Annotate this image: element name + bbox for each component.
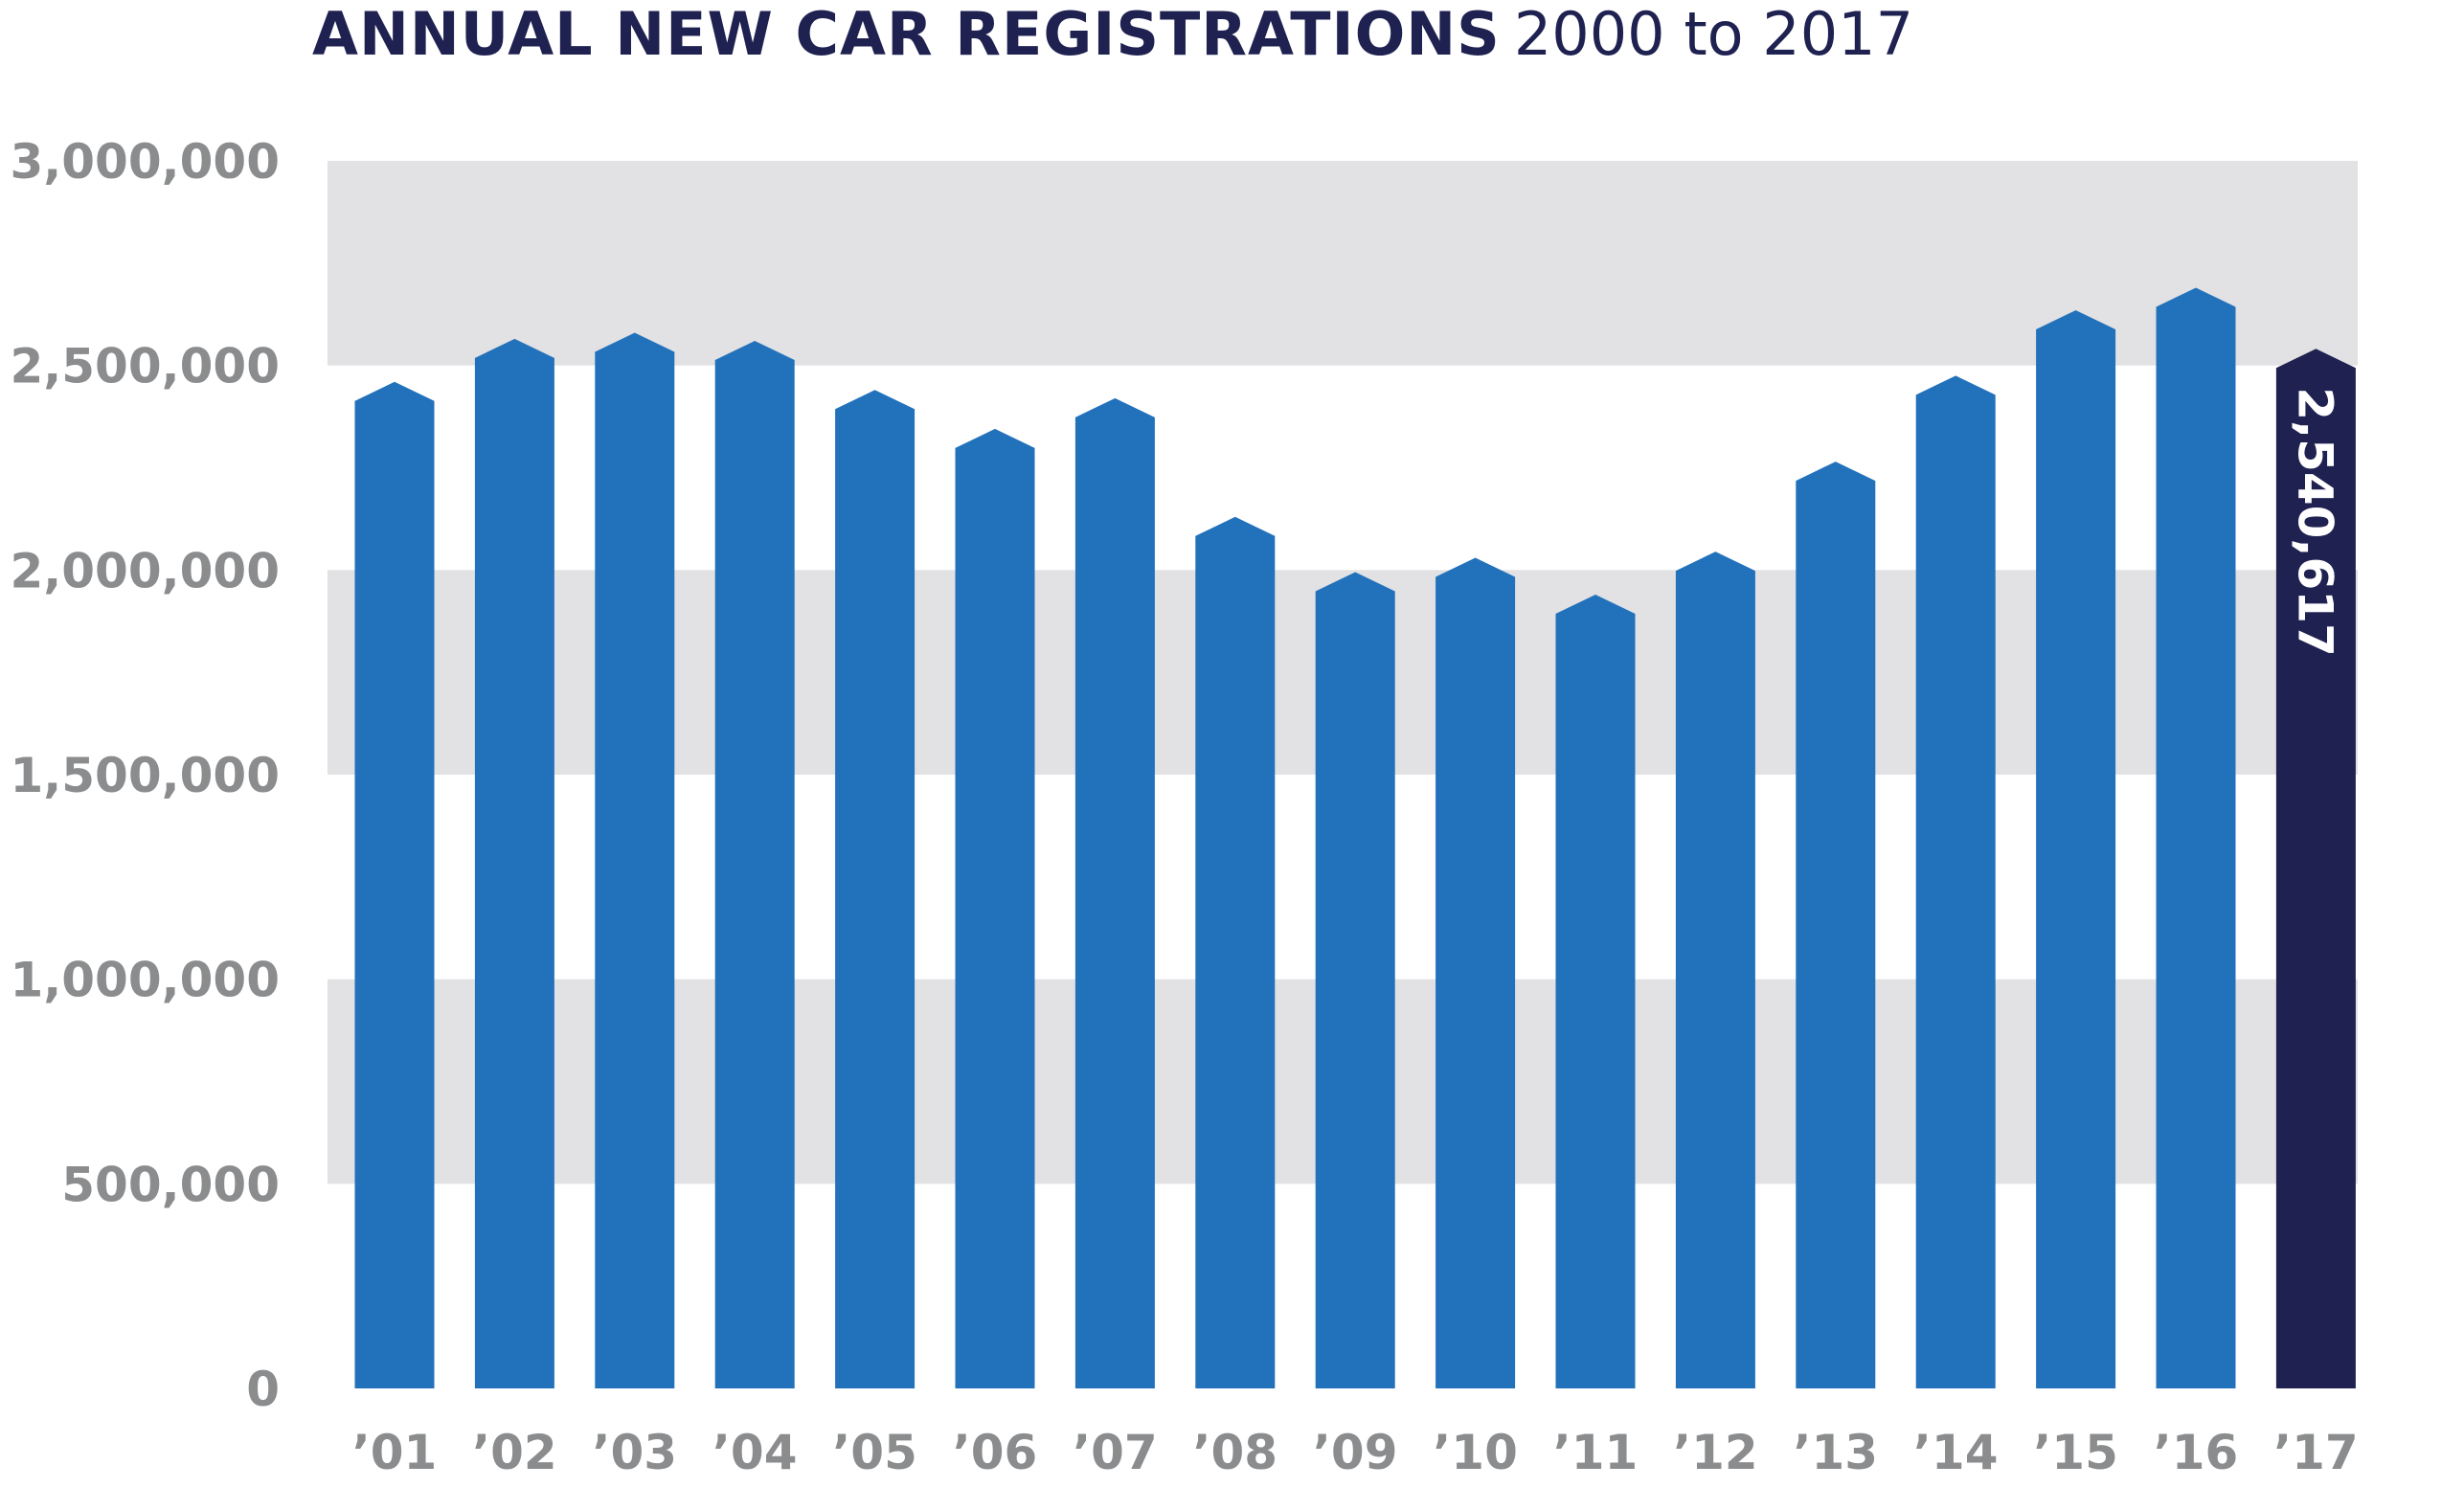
x-tick-label: ’05	[832, 1425, 917, 1480]
x-tick-label: ’13	[1794, 1425, 1879, 1480]
bar-15	[2036, 309, 2116, 1388]
bar-17	[2275, 349, 2356, 1388]
x-tick-label: ’10	[1433, 1425, 1518, 1480]
x-axis: ’01 ’02 ’03 ’04 ’05 ’06 ’07 ’08 ’09 ’10 ’11 ’12 ’13 ’…	[352, 1425, 2359, 1480]
bars	[354, 287, 2356, 1389]
x-tick-label: ’07	[1073, 1425, 1158, 1480]
bar-02	[474, 338, 554, 1388]
x-tick-label: ’08	[1193, 1425, 1278, 1480]
bar-03	[595, 332, 675, 1389]
bar-04	[714, 341, 795, 1389]
chart-title-sub: 2000 to 2017	[1513, 0, 1914, 69]
value-labels: 2,540,617	[2287, 387, 2342, 657]
grid-band	[328, 161, 2358, 366]
y-tick-label: 2,500,000	[10, 339, 280, 395]
y-tick-label: 0	[246, 1362, 280, 1417]
bar-12	[1675, 552, 1755, 1388]
y-axis: 0 500,000 1,000,000 1,500,000 2,000,000 2,500…	[10, 134, 280, 1417]
x-tick-label: ’03	[593, 1425, 678, 1480]
x-tick-label: ’01	[352, 1425, 438, 1480]
bar-13	[1796, 462, 1876, 1389]
bar-06	[955, 428, 1035, 1388]
bar-14	[1915, 375, 1996, 1389]
bar-16	[2156, 287, 2236, 1388]
bar-09	[1315, 572, 1395, 1388]
bar-10	[1435, 557, 1516, 1388]
x-tick-label: ’02	[472, 1425, 557, 1480]
x-tick-label: ’17	[2273, 1425, 2359, 1480]
bar-05	[835, 390, 916, 1389]
bar-11	[1555, 594, 1636, 1388]
x-tick-label: ’15	[2033, 1425, 2118, 1480]
y-tick-label: 1,500,000	[10, 748, 280, 803]
x-tick-label: ’12	[1673, 1425, 1758, 1480]
chart-title-main: ANNUAL NEW CAR REGISTRATIONS	[312, 0, 1501, 69]
chart-title: ANNUAL NEW CAR REGISTRATIONS 2000 to 2017	[312, 0, 1913, 77]
x-tick-label: ’16	[2154, 1425, 2239, 1480]
y-tick-label: 500,000	[61, 1157, 280, 1212]
x-tick-label: ’04	[712, 1425, 798, 1480]
bar-01	[354, 381, 435, 1388]
x-tick-label: ’06	[953, 1425, 1038, 1480]
bar-07	[1074, 397, 1155, 1389]
x-tick-label: ’09	[1313, 1425, 1398, 1480]
highlight-value-label: 2,540,617	[2287, 387, 2342, 657]
y-tick-label: 1,000,000	[10, 953, 280, 1008]
bar-08	[1195, 516, 1276, 1388]
x-tick-label: ’11	[1553, 1425, 1639, 1480]
y-tick-label: 2,000,000	[10, 543, 280, 598]
x-tick-label: ’14	[1913, 1425, 1999, 1480]
y-tick-label: 3,000,000	[10, 134, 280, 190]
